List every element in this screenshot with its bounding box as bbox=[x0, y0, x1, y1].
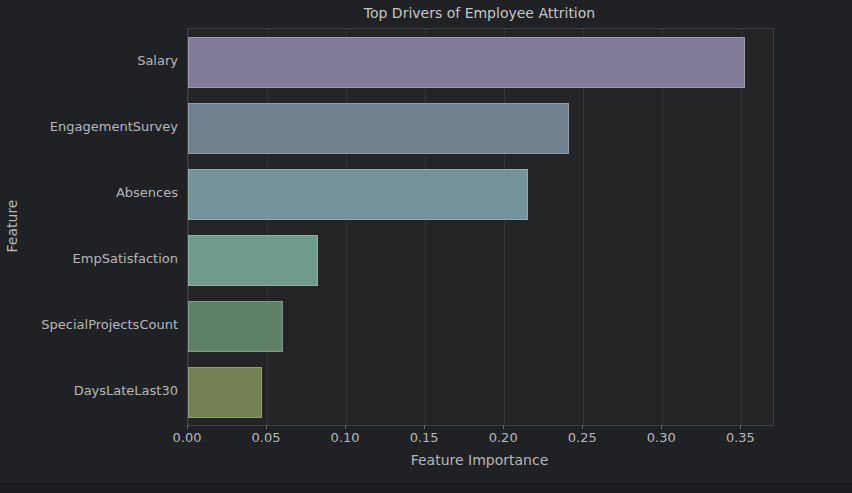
y-tick-label-special-projects-count: SpecialProjectsCount bbox=[0, 316, 178, 334]
plot-area bbox=[187, 28, 774, 426]
bar-engagement-survey bbox=[188, 103, 569, 154]
bar-salary bbox=[188, 37, 745, 88]
bar-absences bbox=[188, 169, 528, 220]
bar-special-projects-count bbox=[188, 301, 283, 352]
x-axis-label: Feature Importance bbox=[187, 452, 772, 468]
x-tick-label-0.15: 0.15 bbox=[394, 430, 454, 445]
gridline-x-0.30 bbox=[662, 29, 663, 425]
gridline-x-0.25 bbox=[583, 29, 584, 425]
x-tick-label-0.25: 0.25 bbox=[552, 430, 612, 445]
gridline-x-0.10 bbox=[346, 29, 347, 425]
x-tick-mark-0.20 bbox=[503, 425, 504, 429]
x-tick-mark-0.10 bbox=[345, 425, 346, 429]
chart-title: Top Drivers of Employee Attrition bbox=[187, 5, 772, 21]
page-background-strip bbox=[0, 483, 852, 493]
x-tick-label-0.20: 0.20 bbox=[473, 430, 533, 445]
y-tick-label-engagement-survey: EngagementSurvey bbox=[0, 118, 178, 136]
x-tick-label-0.35: 0.35 bbox=[710, 430, 770, 445]
x-tick-mark-0.35 bbox=[740, 425, 741, 429]
x-tick-label-0.00: 0.00 bbox=[157, 430, 217, 445]
y-tick-label-salary: Salary bbox=[0, 52, 178, 70]
gridline-x-0.05 bbox=[267, 29, 268, 425]
x-tick-mark-0.00 bbox=[187, 425, 188, 429]
gridline-x-0.35 bbox=[741, 29, 742, 425]
x-tick-label-0.10: 0.10 bbox=[315, 430, 375, 445]
gridline-x-0.15 bbox=[425, 29, 426, 425]
x-tick-label-0.30: 0.30 bbox=[631, 430, 691, 445]
y-tick-label-emp-satisfaction: EmpSatisfaction bbox=[0, 250, 178, 268]
bar-emp-satisfaction bbox=[188, 235, 318, 286]
bar-days-late-last30 bbox=[188, 367, 262, 418]
y-tick-label-days-late-last30: DaysLateLast30 bbox=[0, 382, 178, 400]
gridline-x-0.20 bbox=[504, 29, 505, 425]
x-tick-label-0.05: 0.05 bbox=[236, 430, 296, 445]
y-axis-label: Feature bbox=[4, 200, 20, 253]
x-tick-mark-0.30 bbox=[661, 425, 662, 429]
y-tick-label-absences: Absences bbox=[0, 184, 178, 202]
x-tick-mark-0.05 bbox=[266, 425, 267, 429]
x-tick-mark-0.15 bbox=[424, 425, 425, 429]
x-tick-mark-0.25 bbox=[582, 425, 583, 429]
chart-figure: Top Drivers of Employee Attrition Featur… bbox=[0, 0, 852, 483]
